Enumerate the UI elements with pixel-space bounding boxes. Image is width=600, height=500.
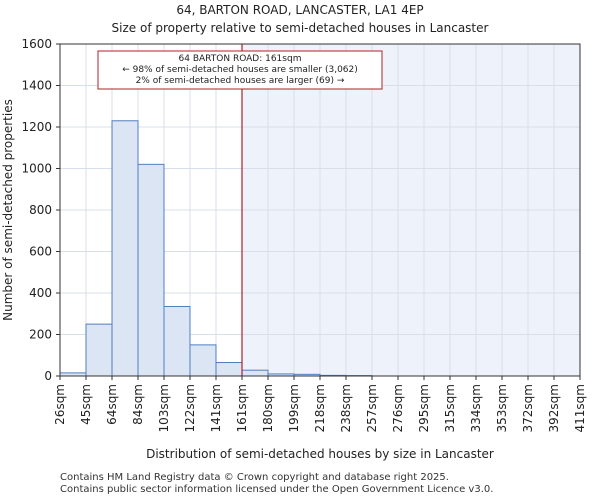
x-tick-label: 411sqm [573, 384, 587, 432]
y-tick-label: 600 [29, 245, 52, 259]
x-tick-label: 180sqm [261, 384, 275, 432]
chart-title: 64, BARTON ROAD, LANCASTER, LA1 4EP [176, 3, 423, 17]
y-tick-label: 0 [44, 369, 52, 383]
annotation-frame [97, 50, 383, 90]
x-tick-label: 84sqm [131, 384, 145, 425]
x-tick-label: 372sqm [521, 384, 535, 432]
y-tick-label: 800 [29, 203, 52, 217]
annotation-line-1: 64 BARTON ROAD: 161sqm [179, 54, 302, 64]
bar-103sqm [163, 305, 191, 377]
x-tick-label: 238sqm [339, 384, 353, 432]
y-tick-label: 1200 [21, 120, 52, 134]
x-axis-ticks: 26sqm 45sqm 64sqm 84sqm 103sqm 122sqm 141sqm 16… [53, 376, 587, 432]
x-tick-label: 45sqm [79, 384, 93, 425]
y-axis-label: Number of semi-detached properties [1, 99, 15, 321]
x-tick-label: 218sqm [313, 384, 327, 432]
x-tick-label: 353sqm [495, 384, 509, 432]
x-tick-label: 334sqm [469, 384, 483, 432]
bar-45sqm [85, 323, 113, 377]
y-tick-label: 1600 [21, 37, 52, 51]
x-axis-label: Distribution of semi-detached houses by … [146, 447, 494, 461]
y-tick-label: 1000 [21, 162, 52, 176]
bars [59, 120, 373, 377]
annotation-box: 64 BARTON ROAD: 161sqm ← 98% of semi-det… [97, 50, 383, 90]
x-tick-label: 26sqm [53, 384, 67, 425]
annotation-line-2: ← 98% of semi-detached houses are smalle… [122, 65, 358, 75]
y-axis-ticks: 0 200 400 600 800 1000 1200 1400 1600 [21, 37, 60, 383]
bar-84sqm [137, 163, 165, 377]
bar-64sqm [111, 120, 139, 377]
y-tick-label: 200 [29, 328, 52, 342]
y-tick-label: 1400 [21, 79, 52, 93]
footer-licence: Contains public sector information licen… [60, 484, 494, 495]
bar-161sqm [241, 369, 269, 377]
bar-122sqm [189, 344, 217, 377]
x-tick-label: 295sqm [417, 384, 431, 432]
bar-141sqm [215, 362, 243, 377]
footer-copyright: Contains HM Land Registry data © Crown c… [60, 472, 449, 483]
x-tick-label: 199sqm [287, 384, 301, 432]
y-tick-label: 400 [29, 286, 52, 300]
annotation-line-3: 2% of semi-detached houses are larger (6… [136, 76, 345, 86]
chart-subtitle: Size of property relative to semi-detach… [112, 21, 489, 35]
x-tick-label: 257sqm [365, 384, 379, 432]
x-tick-label: 103sqm [157, 384, 171, 432]
x-tick-label: 64sqm [105, 384, 119, 425]
x-tick-label: 392sqm [547, 384, 561, 432]
x-tick-label: 315sqm [443, 384, 457, 432]
x-tick-label: 276sqm [391, 384, 405, 432]
x-tick-label: 161sqm [235, 384, 249, 432]
x-tick-label: 122sqm [183, 384, 197, 432]
x-tick-label: 141sqm [209, 384, 223, 432]
